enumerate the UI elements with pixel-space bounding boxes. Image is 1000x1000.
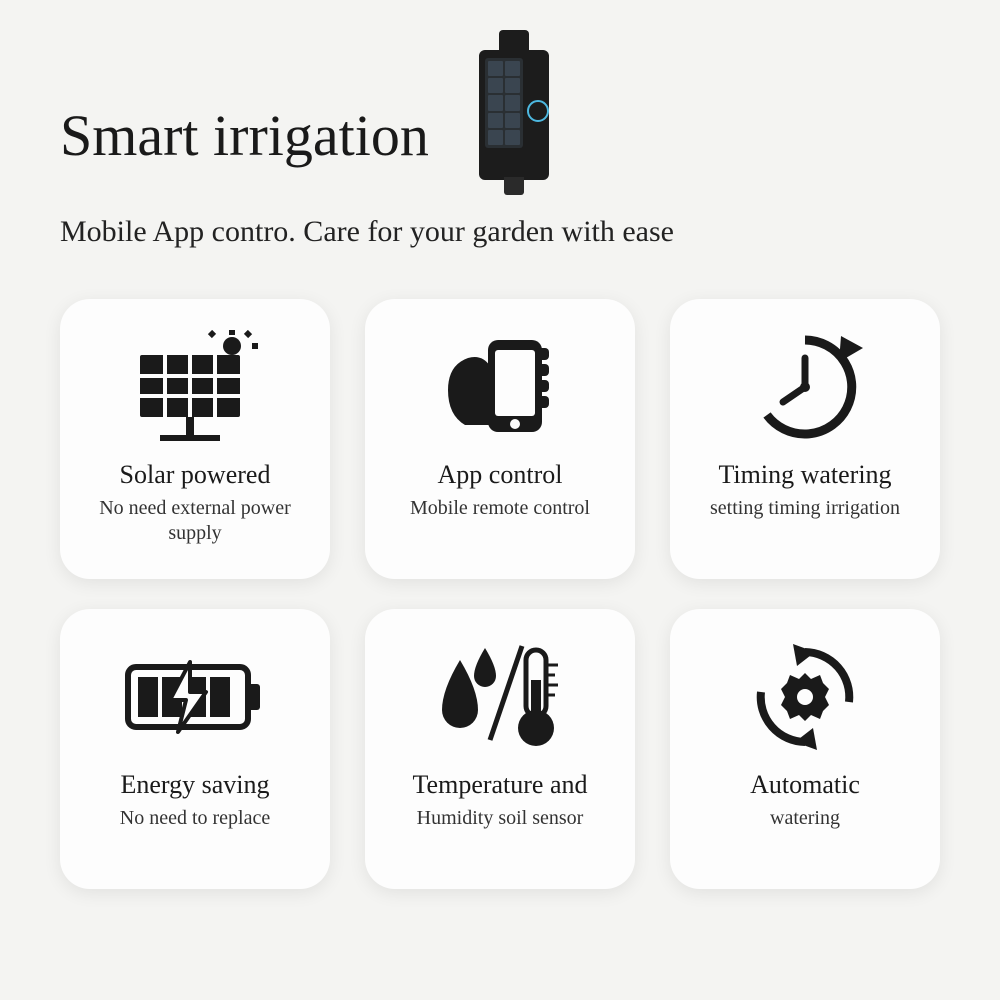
card-title: Automatic bbox=[750, 769, 860, 800]
card-title: Energy saving bbox=[121, 769, 270, 800]
feature-card-auto: Automatic watering bbox=[670, 609, 940, 889]
feature-card-energy: Energy saving No need to replace bbox=[60, 609, 330, 889]
feature-card-timing: Timing watering setting timing irrigatio… bbox=[670, 299, 940, 579]
page-subtitle: Mobile App contro. Care for your garden … bbox=[60, 215, 940, 249]
card-title: Solar powered bbox=[120, 459, 271, 490]
card-title: Temperature and bbox=[412, 769, 587, 800]
card-subtitle: Mobile remote control bbox=[410, 496, 590, 521]
card-subtitle: No need to replace bbox=[120, 806, 270, 831]
phone-hand-icon bbox=[440, 327, 560, 447]
gear-cycle-icon bbox=[745, 637, 865, 757]
feature-card-temp: Temperature and Humidity soil sensor bbox=[365, 609, 635, 889]
card-subtitle: setting timing irrigation bbox=[710, 496, 900, 521]
battery-bolt-icon bbox=[120, 637, 270, 757]
card-title: Timing watering bbox=[718, 459, 891, 490]
card-title: App control bbox=[438, 459, 563, 490]
infographic-page: Smart irrigation Mobile App contro. Care… bbox=[0, 0, 1000, 1000]
card-subtitle: watering bbox=[770, 806, 840, 831]
drop-thermo-icon bbox=[430, 637, 570, 757]
feature-grid: Solar powered No need external power sup… bbox=[60, 299, 940, 889]
card-subtitle: Humidity soil sensor bbox=[417, 806, 584, 831]
feature-card-app: App control Mobile remote control bbox=[365, 299, 635, 579]
product-device-image bbox=[449, 30, 579, 200]
page-title: Smart irrigation bbox=[60, 102, 429, 169]
solar-panel-icon bbox=[130, 327, 260, 447]
card-subtitle: No need external power supply bbox=[80, 496, 310, 546]
feature-card-solar: Solar powered No need external power sup… bbox=[60, 299, 330, 579]
header-row: Smart irrigation bbox=[60, 70, 940, 200]
clock-arrow-icon bbox=[745, 327, 865, 447]
